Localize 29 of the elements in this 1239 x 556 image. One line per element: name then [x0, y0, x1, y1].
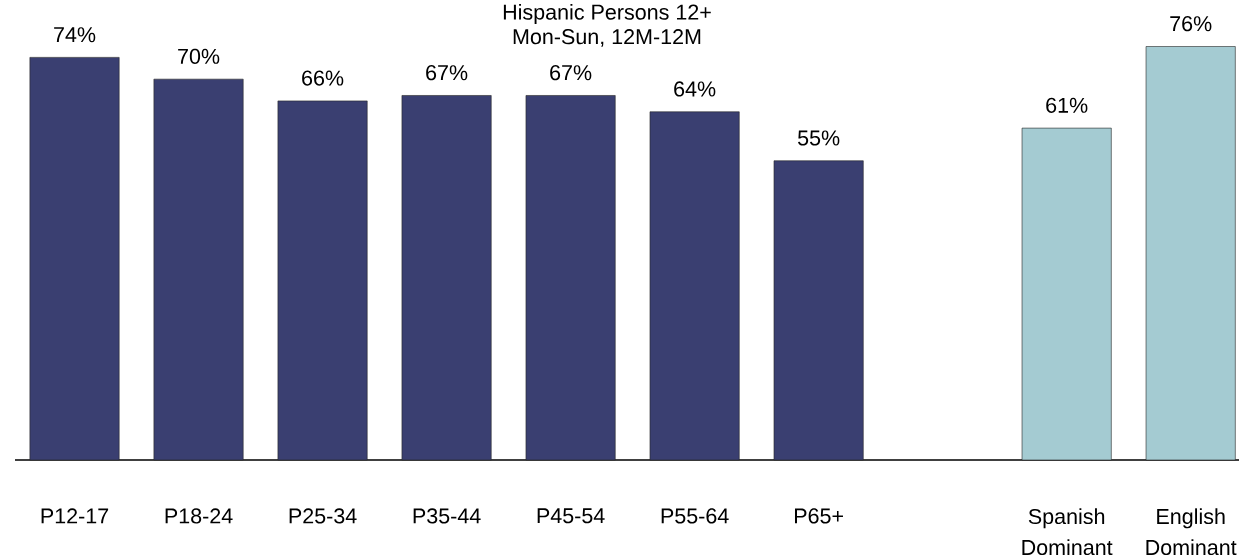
bar	[1021, 127, 1112, 461]
data-label: 74%	[54, 27, 96, 43]
data-label: 66%	[302, 70, 344, 86]
chart-title: Hispanic Persons 12+	[503, 3, 711, 25]
data-label: 64%	[674, 81, 716, 97]
data-label: 67%	[550, 65, 592, 81]
bar	[773, 160, 864, 461]
x-tick-label: P55-64	[661, 508, 729, 524]
data-label: 76%	[1170, 16, 1212, 32]
data-label: 61%	[1046, 97, 1088, 113]
data-label: 67%	[426, 65, 468, 81]
bar	[649, 111, 740, 461]
bar	[1145, 46, 1236, 461]
bar	[401, 95, 492, 461]
bar	[153, 78, 244, 461]
x-tick-label: P35-44	[413, 508, 481, 524]
data-label: 70%	[178, 48, 220, 64]
bar	[29, 57, 120, 461]
x-tick-label: English Dominant	[1146, 508, 1237, 556]
bar	[277, 100, 368, 461]
x-tick-label: Spanish Dominant	[1022, 508, 1113, 556]
chart-subtitle: Mon-Sun, 12M-12M	[513, 29, 701, 47]
x-tick-label: P25-34	[289, 508, 357, 524]
x-tick-label: P45-54	[537, 508, 605, 524]
x-tick-label: P65+	[794, 508, 843, 524]
x-tick-label: P12-17	[41, 508, 109, 524]
x-tick-label: P18-24	[165, 508, 233, 524]
bar	[525, 95, 616, 461]
data-label: 55%	[797, 130, 840, 146]
